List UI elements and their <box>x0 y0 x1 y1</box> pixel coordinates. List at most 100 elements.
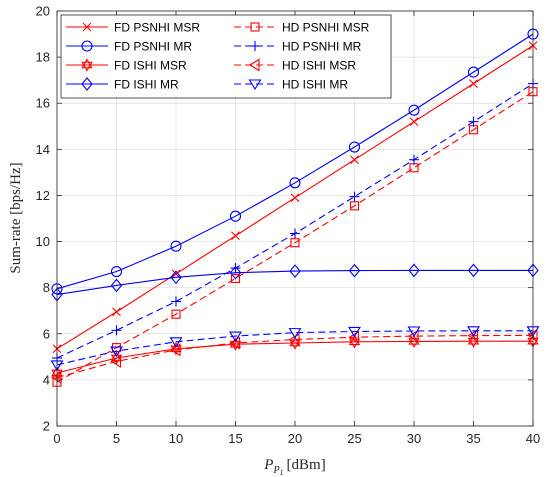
data-point-marker <box>169 337 183 348</box>
data-point-marker <box>170 240 182 252</box>
data-point-marker <box>110 354 122 368</box>
x-tick-label: 15 <box>228 431 242 446</box>
data-point-marker <box>409 117 419 127</box>
legend-box <box>60 14 392 99</box>
data-point-marker <box>171 269 181 279</box>
y-tick-label: 8 <box>43 280 50 295</box>
y-tick-label: 2 <box>43 419 50 434</box>
data-point-marker <box>112 307 121 317</box>
data-point-marker <box>467 66 480 78</box>
y-tick-label: 20 <box>36 4 50 19</box>
y-tick-label: 4 <box>43 372 50 387</box>
legend-item-hd-ishi-mr: HD ISHI MR <box>234 78 348 92</box>
legend-label: HD ISHI MSR <box>282 59 356 73</box>
data-point-marker <box>231 231 240 241</box>
series-line <box>56 33 534 290</box>
data-point-marker <box>290 193 300 203</box>
x-tick-label: 25 <box>347 431 361 446</box>
x-tick-label: 20 <box>288 431 302 446</box>
data-point-marker <box>110 346 123 358</box>
x-tick-label: 40 <box>526 431 540 446</box>
series-line <box>56 330 533 366</box>
y-tick-label: 18 <box>36 50 50 65</box>
data-point-marker <box>467 329 479 343</box>
data-point-marker <box>467 326 480 337</box>
data-point-marker <box>409 154 419 165</box>
x-tick-label: 0 <box>53 431 60 446</box>
data-point-marker <box>110 278 123 293</box>
data-point-marker <box>50 371 62 385</box>
data-point-marker <box>229 265 242 280</box>
legend-marker <box>248 79 262 91</box>
legend-item-hd-psnhi-msr: HD PSNHI MSR <box>234 21 370 35</box>
data-point-marker <box>349 191 360 202</box>
data-point-marker <box>290 228 300 239</box>
legend-label: HD PSNHI MR <box>282 40 362 54</box>
data-point-marker <box>526 328 538 342</box>
data-point-marker <box>407 326 421 338</box>
legend-label: FD ISHI MSR <box>114 59 187 73</box>
legend-item-fd-ishi-msr: FD ISHI MSR <box>66 58 187 73</box>
series-hd-psnhi-msr <box>52 87 538 387</box>
data-point-marker <box>229 210 242 222</box>
data-point-marker <box>171 296 181 307</box>
y-tick-label: 10 <box>36 234 50 249</box>
y-tick-label: 16 <box>36 96 50 111</box>
legend-marker <box>250 41 260 51</box>
data-point-marker <box>170 270 182 285</box>
data-point-marker <box>230 273 241 283</box>
x-tick-label: 5 <box>113 431 120 446</box>
data-point-marker <box>230 263 241 274</box>
data-point-marker <box>289 264 301 278</box>
y-tick-label: 12 <box>36 188 50 203</box>
y-tick-label: 6 <box>43 326 50 341</box>
x-axis-label: PP1 [dBm] <box>263 457 325 477</box>
legend-item-hd-psnhi-mr: HD PSNHI MR <box>234 40 362 54</box>
legend-label: FD PSNHI MSR <box>114 21 200 35</box>
data-point-marker <box>348 326 361 338</box>
data-point-marker <box>408 263 420 278</box>
data-point-marker <box>348 330 360 344</box>
data-point-marker <box>350 155 359 165</box>
data-point-marker <box>289 177 301 189</box>
data-point-marker <box>469 79 478 89</box>
legend-item-fd-ishi-mr: FD ISHI MR <box>66 77 179 92</box>
y-axis-label: Sum-rate [bps/Hz] <box>8 162 24 273</box>
legend-label: FD PSNHI MR <box>114 40 192 54</box>
data-point-marker <box>348 335 361 349</box>
data-point-marker <box>229 331 242 343</box>
axis-ticks: 0 5 10 15 20 25 30 35 40 2 4 6 8 10 12 14 16 18 20 <box>36 4 541 447</box>
series-line <box>56 269 533 296</box>
legend-marker <box>81 77 93 91</box>
legend-label: FD ISHI MR <box>114 78 179 92</box>
data-point-marker <box>408 104 420 116</box>
data-point-marker <box>468 116 479 127</box>
data-point-marker <box>110 265 123 278</box>
legend-marker <box>248 58 260 72</box>
legend-marker <box>81 40 93 52</box>
data-point-marker <box>111 325 122 336</box>
data-point-marker <box>290 238 300 248</box>
legend-marker <box>250 22 260 32</box>
legend: FD PSNHI MSR FD PSNHI MR FD ISHI MSR FD ISH… <box>60 14 392 99</box>
x-tick-label: 30 <box>407 431 421 446</box>
data-point-marker <box>171 309 181 319</box>
y-tick-label: 14 <box>36 142 50 157</box>
data-point-marker <box>169 343 181 357</box>
data-point-marker <box>467 263 480 278</box>
legend-label: HD PSNHI MSR <box>282 21 370 35</box>
data-point-marker <box>288 328 302 339</box>
legend-item-hd-ishi-msr: HD ISHI MSR <box>234 59 356 73</box>
x-tick-label: 10 <box>169 431 183 446</box>
series-line <box>56 91 534 383</box>
data-point-marker <box>407 329 419 343</box>
x-tick-label: 35 <box>466 431 480 446</box>
data-point-marker <box>349 201 360 211</box>
series-line <box>56 334 534 379</box>
data-point-marker <box>348 141 361 153</box>
legend-item-fd-psnhi-msr: FD PSNHI MSR <box>66 21 200 35</box>
series-fd-psnhi-mr <box>51 28 539 295</box>
legend-marker <box>82 22 92 32</box>
data-point-marker <box>348 263 361 278</box>
